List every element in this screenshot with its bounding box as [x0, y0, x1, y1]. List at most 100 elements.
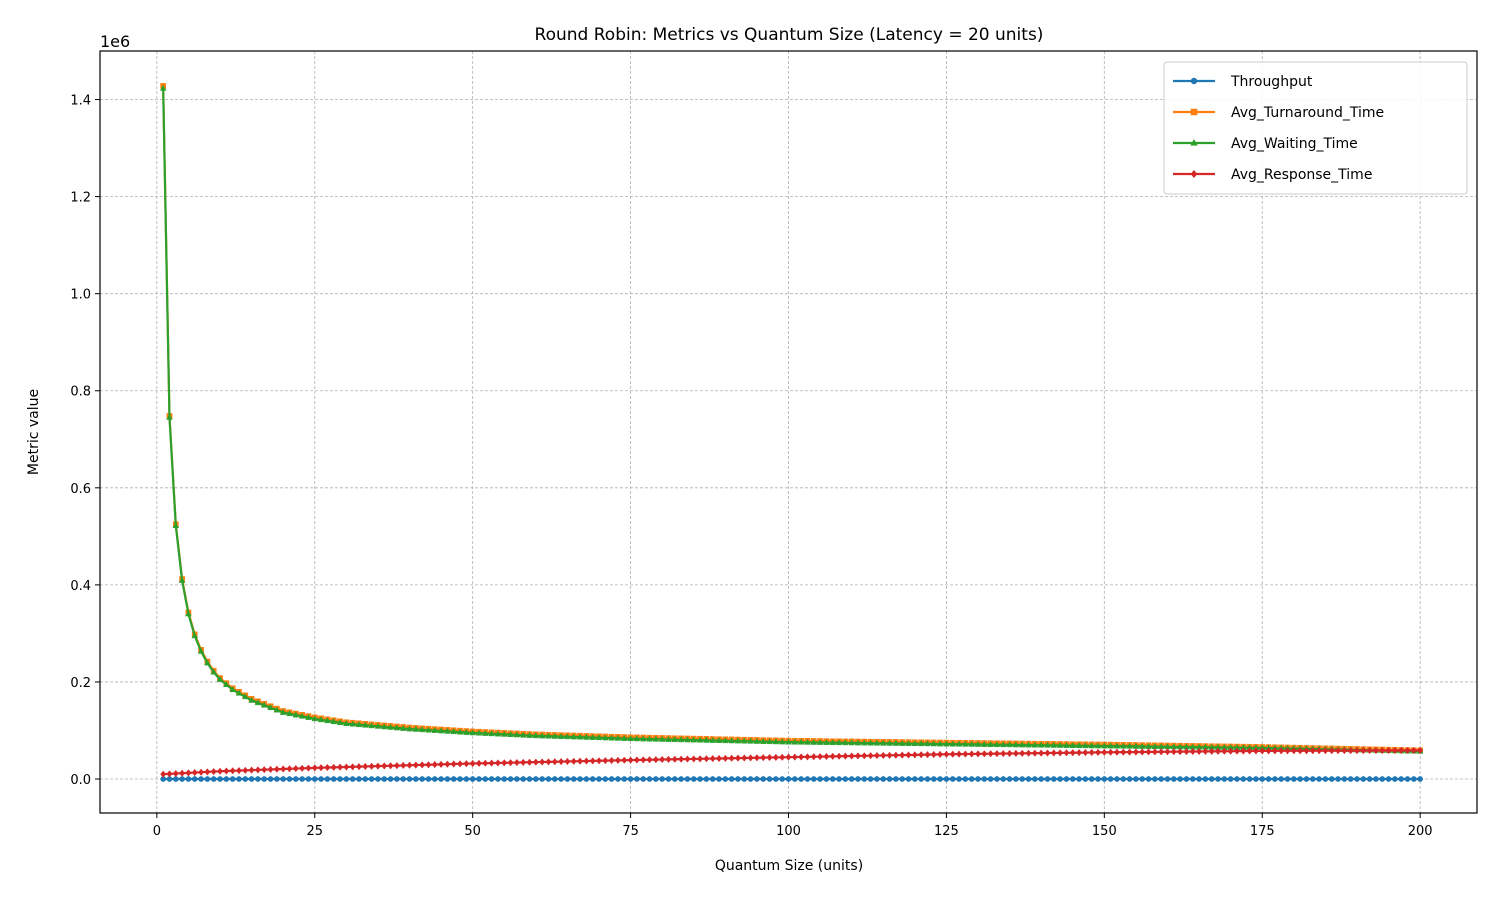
data-point: [1234, 776, 1240, 782]
data-point: [1234, 747, 1240, 755]
data-point: [1031, 749, 1038, 757]
data-point: [772, 753, 779, 762]
data-point: [286, 776, 293, 782]
legend-label: Avg_Response_Time: [1231, 167, 1372, 183]
legend-label: Avg_Turnaround_Time: [1231, 105, 1384, 121]
data-point: [861, 739, 868, 746]
data-point: [564, 776, 571, 782]
data-point: [1006, 749, 1013, 758]
data-point: [457, 760, 463, 768]
data-point: [362, 721, 369, 728]
data-point: [1183, 776, 1190, 782]
data-point: [185, 769, 192, 777]
data-point: [728, 776, 735, 782]
data-point: [400, 776, 407, 782]
data-point: [810, 776, 817, 782]
data-point: [558, 757, 565, 766]
data-point: [854, 739, 862, 746]
data-point: [1031, 776, 1038, 782]
data-point: [570, 776, 577, 782]
data-point: [804, 753, 811, 761]
data-point: [463, 728, 470, 735]
data-point: [513, 731, 521, 738]
x-tick-label: 0: [153, 824, 161, 839]
data-point: [1322, 747, 1329, 755]
data-point: [513, 758, 520, 767]
data-point: [229, 767, 236, 775]
data-point: [1335, 746, 1341, 755]
data-point: [709, 754, 716, 763]
data-point: [235, 689, 243, 696]
data-point: [172, 522, 180, 529]
data-point: [217, 767, 223, 775]
data-point: [1259, 776, 1266, 782]
data-point: [337, 776, 343, 782]
data-point: [500, 730, 508, 737]
data-point: [1253, 747, 1259, 755]
data-point: [709, 736, 716, 743]
data-point: [892, 739, 900, 746]
data-point: [450, 760, 457, 768]
data-point: [236, 776, 242, 782]
data-point: [911, 751, 918, 759]
data-point: [1417, 776, 1424, 782]
data-point: [1259, 747, 1266, 755]
data-point: [646, 735, 653, 742]
data-point: [728, 754, 735, 762]
data-point: [1107, 748, 1114, 756]
data-point: [734, 737, 742, 744]
data-point: [1013, 776, 1019, 782]
data-point: [798, 753, 805, 761]
data-point: [1272, 776, 1278, 782]
data-point: [551, 732, 559, 739]
y-axis-title: Metric value: [26, 389, 42, 475]
data-point: [223, 776, 230, 782]
data-point: [356, 762, 362, 771]
data-point: [248, 696, 255, 703]
data-point: [1366, 776, 1373, 782]
data-point: [570, 757, 577, 765]
data-point: [911, 776, 918, 782]
data-point: [494, 730, 502, 737]
data-point: [1012, 741, 1020, 748]
data-point: [248, 766, 255, 774]
data-point: [299, 764, 306, 772]
data-point: [905, 739, 912, 746]
data-point: [766, 776, 773, 782]
data-point: [557, 732, 565, 739]
data-point: [835, 739, 843, 746]
data-point: [955, 740, 963, 747]
data-point: [930, 776, 937, 782]
data-point: [539, 758, 546, 766]
data-point: [1196, 776, 1202, 782]
data-point: [305, 764, 312, 772]
data-point: [387, 776, 394, 782]
data-point: [1410, 776, 1417, 782]
data-point: [1114, 748, 1120, 756]
data-point: [994, 750, 1000, 758]
data-point: [608, 776, 615, 782]
data-point: [893, 776, 899, 782]
data-point: [886, 776, 893, 782]
data-point: [412, 761, 419, 769]
data-point: [987, 740, 994, 747]
data-point: [1290, 776, 1297, 782]
data-point: [197, 647, 205, 654]
data-point: [1322, 776, 1329, 782]
data-point: [583, 733, 590, 740]
data-point: [646, 756, 653, 764]
data-point: [652, 735, 660, 742]
data-point: [355, 721, 363, 728]
data-point: [1075, 742, 1083, 749]
data-point: [987, 776, 994, 782]
data-point: [1417, 746, 1424, 755]
data-point: [317, 716, 325, 723]
data-point: [943, 776, 950, 782]
data-point: [1189, 747, 1196, 756]
data-point: [172, 776, 179, 782]
data-point: [311, 715, 319, 722]
data-point: [627, 776, 634, 782]
data-point: [305, 713, 312, 720]
data-point: [400, 761, 407, 770]
data-point: [1069, 741, 1077, 748]
